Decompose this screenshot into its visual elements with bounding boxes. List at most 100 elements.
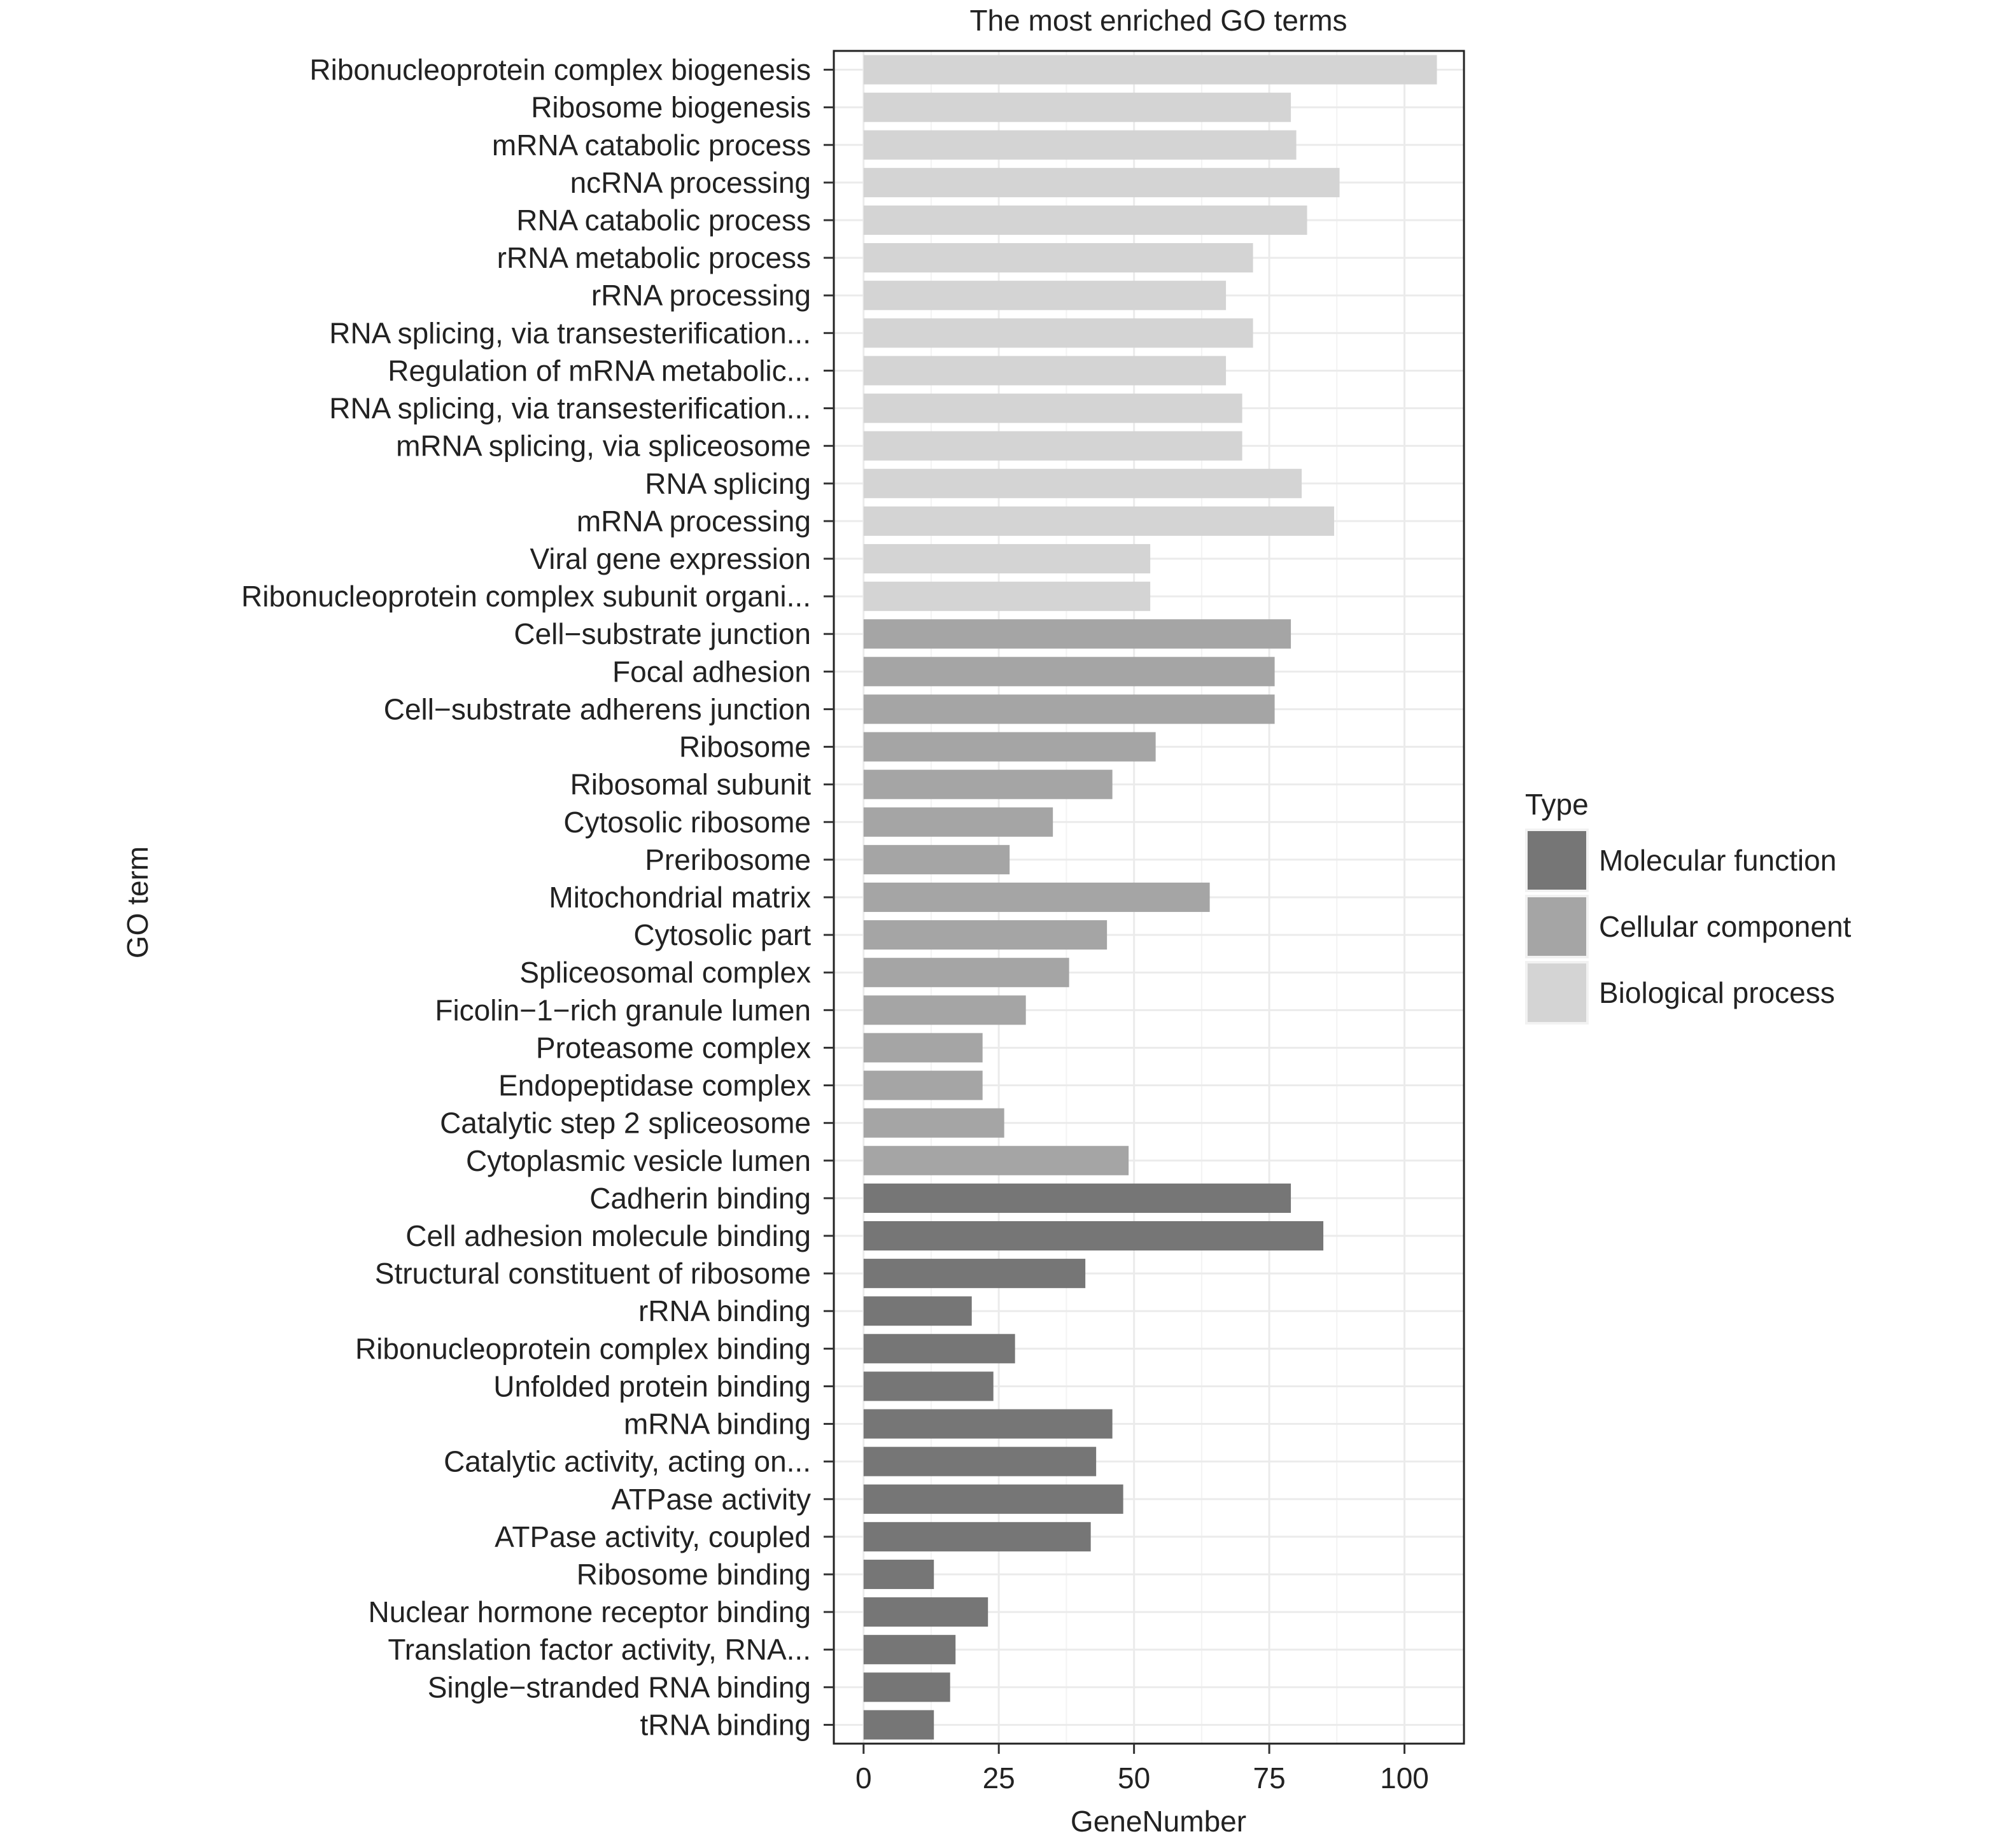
bar <box>863 807 1053 837</box>
y-tick-label: Catalytic activity, acting on... <box>444 1445 811 1478</box>
bar <box>863 619 1291 649</box>
bar <box>863 1070 983 1100</box>
bar <box>863 506 1335 536</box>
x-tick-label: 0 <box>855 1761 872 1795</box>
bar <box>863 243 1253 273</box>
x-axis-label: GeneNumber <box>1071 1805 1246 1838</box>
bar <box>863 582 1151 612</box>
y-tick-label: RNA catabolic process <box>516 204 811 237</box>
y-tick-label: Ficolin−1−rich granule lumen <box>435 993 811 1026</box>
y-tick-label: Cell adhesion molecule binding <box>405 1219 811 1252</box>
bar <box>863 55 1437 85</box>
bar <box>863 769 1113 799</box>
bar <box>863 1446 1097 1476</box>
y-tick-label: Cell−substrate junction <box>514 617 811 650</box>
y-tick-label: RNA splicing, via transesterification... <box>329 316 811 349</box>
y-tick-label: Proteasome complex <box>536 1031 811 1064</box>
y-tick-label: Cytoplasmic vesicle lumen <box>466 1144 811 1177</box>
y-axis-tick-labels: Ribonucleoprotein complex biogenesis Ribo… <box>241 53 834 1741</box>
y-tick-label: Ribonucleoprotein complex biogenesis <box>309 53 811 87</box>
bars <box>863 55 1437 1740</box>
bar <box>863 694 1275 724</box>
y-tick-label: Ribosome binding <box>577 1558 811 1591</box>
y-tick-label: ATPase activity <box>611 1483 811 1516</box>
bar <box>863 318 1253 348</box>
y-tick-label: Preribosome <box>645 843 811 876</box>
x-tick-label: 100 <box>1380 1761 1429 1795</box>
y-tick-label: Ribonucleoprotein complex subunit organi… <box>241 580 811 613</box>
bar <box>863 1371 994 1401</box>
y-tick-label: mRNA splicing, via spliceosome <box>396 430 811 463</box>
y-tick-label: Translation factor activity, RNA... <box>388 1633 811 1666</box>
y-axis-label: GO term <box>121 846 154 958</box>
bar <box>863 356 1227 386</box>
bar <box>863 1334 1015 1364</box>
y-tick-label: Cadherin binding <box>589 1182 811 1215</box>
y-tick-label: Endopeptidase complex <box>498 1069 811 1102</box>
y-tick-label: mRNA processing <box>577 505 811 538</box>
bar <box>863 1597 988 1627</box>
y-tick-label: Cytosolic part <box>633 918 811 951</box>
y-tick-label: rRNA metabolic process <box>497 241 811 274</box>
bar <box>863 1672 950 1702</box>
legend: Type Molecular function Cellular componen… <box>1525 788 1852 1025</box>
bar <box>863 732 1156 762</box>
bar <box>863 995 1026 1025</box>
legend-label: Biological process <box>1599 976 1835 1009</box>
bar <box>863 1221 1324 1251</box>
bar <box>863 431 1242 461</box>
y-tick-label: ATPase activity, coupled <box>495 1520 811 1553</box>
bar <box>863 1183 1291 1213</box>
x-tick-label: 25 <box>983 1761 1015 1795</box>
y-tick-label: Ribonucleoprotein complex binding <box>355 1332 811 1365</box>
bar <box>863 657 1275 687</box>
y-tick-label: mRNA catabolic process <box>492 129 811 162</box>
y-tick-label: Spliceosomal complex <box>519 956 811 989</box>
bar <box>863 1635 956 1665</box>
y-tick-label: Ribosome <box>679 731 811 764</box>
y-tick-label: Focal adhesion <box>612 655 811 688</box>
bar <box>863 1259 1086 1289</box>
bar <box>863 1710 934 1740</box>
bar <box>863 1522 1091 1551</box>
y-tick-label: RNA splicing <box>645 467 811 500</box>
y-tick-label: Unfolded protein binding <box>493 1369 811 1403</box>
bar <box>863 844 1010 874</box>
legend-label: Cellular component <box>1599 910 1852 943</box>
y-tick-label: Catalytic step 2 spliceosome <box>440 1107 811 1140</box>
bar <box>863 92 1291 122</box>
y-tick-label: RNA splicing, via transesterification... <box>329 392 811 425</box>
bar <box>863 130 1297 160</box>
x-axis-tick-labels: 0 25 50 75 100 <box>855 1744 1429 1795</box>
bar <box>863 1145 1129 1175</box>
bar <box>863 1484 1123 1514</box>
y-tick-label: Cytosolic ribosome <box>563 806 811 839</box>
legend-swatch <box>1528 963 1586 1022</box>
bar <box>863 1409 1113 1439</box>
legend-label: Molecular function <box>1599 844 1836 877</box>
bar <box>863 205 1307 235</box>
y-tick-label: Single−stranded RNA binding <box>428 1670 811 1704</box>
y-tick-label: tRNA binding <box>640 1708 812 1741</box>
y-tick-label: Nuclear hormone receptor binding <box>368 1595 811 1628</box>
y-tick-label: rRNA binding <box>638 1294 811 1327</box>
y-tick-label: rRNA processing <box>591 279 811 312</box>
bar <box>863 1296 972 1326</box>
bar <box>863 1033 983 1063</box>
y-tick-label: Regulation of mRNA metabolic... <box>388 354 811 387</box>
bar <box>863 281 1227 311</box>
bar <box>863 393 1242 423</box>
x-tick-label: 50 <box>1118 1761 1150 1795</box>
y-tick-label: Cell−substrate adherens junction <box>384 692 811 725</box>
y-tick-label: Mitochondrial matrix <box>549 881 811 914</box>
bar <box>863 920 1108 950</box>
y-tick-label: ncRNA processing <box>570 166 811 199</box>
chart-title: The most enriched GO terms <box>969 4 1347 37</box>
y-tick-label: Ribosomal subunit <box>570 768 812 801</box>
bar <box>863 543 1151 574</box>
bar <box>863 958 1069 988</box>
legend-title: Type <box>1525 788 1589 821</box>
y-tick-label: Structural constituent of ribosome <box>375 1257 811 1290</box>
x-tick-label: 75 <box>1253 1761 1285 1795</box>
y-tick-label: Ribosome biogenesis <box>531 91 811 124</box>
